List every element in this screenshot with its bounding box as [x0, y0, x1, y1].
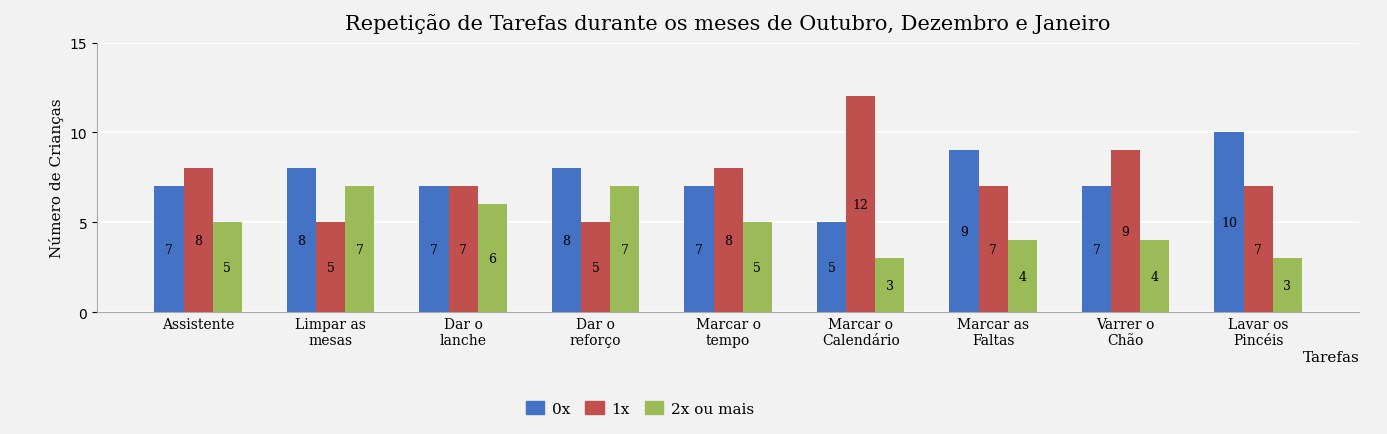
Bar — [316, 223, 345, 312]
Bar — [287, 169, 316, 312]
Text: 7: 7 — [989, 243, 997, 256]
Text: 7: 7 — [459, 243, 467, 256]
Text: 10: 10 — [1221, 216, 1237, 229]
Text: 7: 7 — [165, 243, 173, 256]
Bar — [1008, 241, 1037, 312]
Text: 3: 3 — [886, 279, 893, 292]
Text: 12: 12 — [853, 198, 868, 211]
Text: 4: 4 — [1018, 270, 1026, 283]
Y-axis label: Número de Crianças: Número de Crianças — [49, 99, 64, 257]
Text: 7: 7 — [356, 243, 363, 256]
Text: 8: 8 — [563, 234, 570, 247]
Bar — [1140, 241, 1169, 312]
Bar — [713, 169, 743, 312]
Bar — [345, 187, 374, 312]
Text: 5: 5 — [828, 261, 835, 274]
X-axis label: Tarefas: Tarefas — [1302, 350, 1359, 364]
Bar — [212, 223, 241, 312]
Bar — [875, 259, 904, 312]
Text: 6: 6 — [488, 252, 497, 265]
Text: 7: 7 — [621, 243, 628, 256]
Text: 5: 5 — [753, 261, 761, 274]
Bar — [950, 151, 979, 312]
Bar — [1273, 259, 1302, 312]
Bar — [1082, 187, 1111, 312]
Bar — [1215, 133, 1244, 312]
Text: 7: 7 — [1093, 243, 1100, 256]
Bar — [846, 97, 875, 312]
Bar — [183, 169, 212, 312]
Bar — [477, 205, 506, 312]
Text: 5: 5 — [592, 261, 599, 274]
Text: 3: 3 — [1283, 279, 1291, 292]
Bar — [581, 223, 610, 312]
Bar — [1111, 151, 1140, 312]
Text: 8: 8 — [194, 234, 203, 247]
Bar — [743, 223, 773, 312]
Bar — [979, 187, 1008, 312]
Text: 8: 8 — [298, 234, 305, 247]
Bar — [610, 187, 639, 312]
Title: Repetição de Tarefas durante os meses de Outubro, Dezembro e Janeiro: Repetição de Tarefas durante os meses de… — [345, 13, 1111, 33]
Text: 7: 7 — [695, 243, 703, 256]
Bar — [1244, 187, 1273, 312]
Text: 9: 9 — [1122, 225, 1129, 238]
Bar — [448, 187, 477, 312]
Bar — [684, 187, 713, 312]
Bar — [817, 223, 846, 312]
Text: 5: 5 — [327, 261, 334, 274]
Text: 4: 4 — [1151, 270, 1158, 283]
Bar — [419, 187, 448, 312]
Text: 7: 7 — [430, 243, 438, 256]
Text: 5: 5 — [223, 261, 232, 274]
Text: 9: 9 — [960, 225, 968, 238]
Legend: 0x, 1x, 2x ou mais: 0x, 1x, 2x ou mais — [520, 395, 760, 422]
Bar — [552, 169, 581, 312]
Bar — [154, 187, 183, 312]
Text: 7: 7 — [1254, 243, 1262, 256]
Text: 8: 8 — [724, 234, 732, 247]
